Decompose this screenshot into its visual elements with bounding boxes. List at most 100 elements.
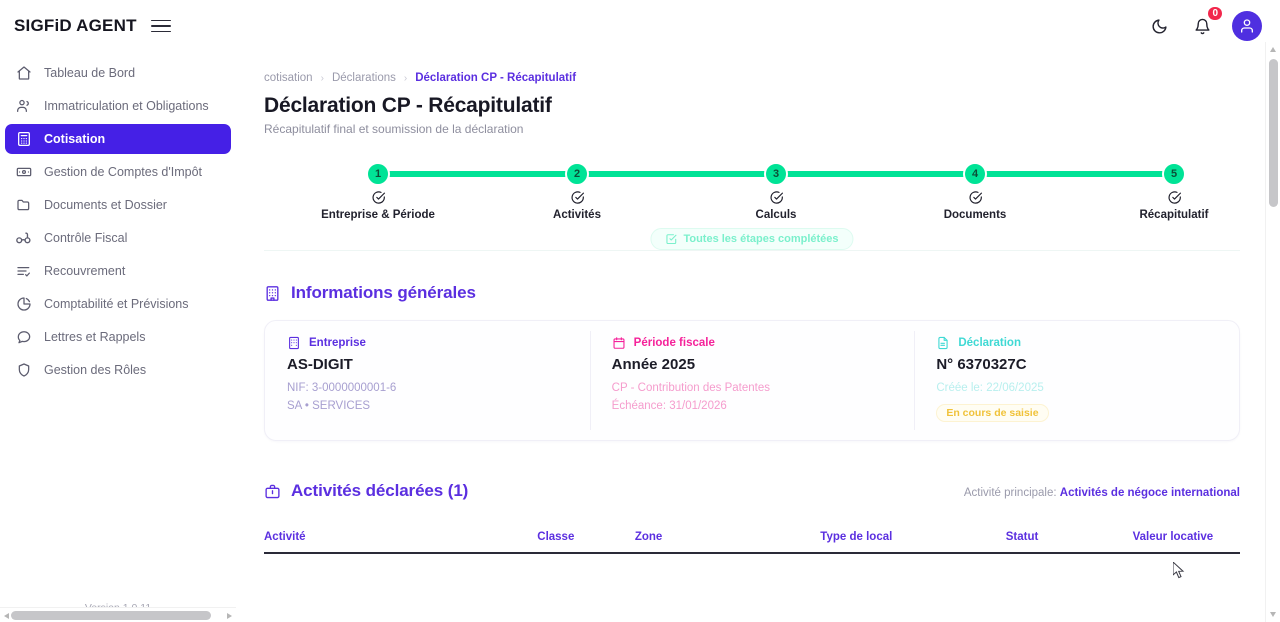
avatar[interactable] <box>1232 11 1262 41</box>
step-label: Documents <box>943 209 1007 221</box>
column-header-valeur-locative[interactable]: Valeur locative <box>1132 531 1240 555</box>
column-header-activite[interactable]: Activité <box>264 531 538 555</box>
section-header-informations-generales: Informations générales <box>264 283 1240 303</box>
breadcrumb-item-declarations[interactable]: Déclarations <box>331 72 396 84</box>
info-value: Année 2025 <box>611 356 696 373</box>
info-meta: Créée le: 22/06/2025 <box>936 379 1219 397</box>
sidebar-item-gestion-de-comptes-dimpot[interactable]: Gestion de Comptes d'Impôt <box>5 157 231 187</box>
main-content: cotisation › Déclarations › Déclaration … <box>236 52 1280 622</box>
notification-badge: 0 <box>1206 5 1224 22</box>
info-column-header: Période fiscale <box>612 336 895 350</box>
stepper-steps: 1 Entreprise & Période 2 <box>321 162 1209 221</box>
body-row: Tableau de Bord Immatriculation et Oblig… <box>0 52 1280 622</box>
divider <box>264 250 1240 251</box>
building-icon <box>287 336 301 350</box>
main-inner-lower: Informations générales Entreprise AS-DIG… <box>236 283 1280 555</box>
check-circle-icon <box>371 190 386 205</box>
step-number: 4 <box>963 162 987 186</box>
breadcrumb: cotisation › Déclarations › Déclaration … <box>264 72 1240 84</box>
sidebar-item-label: Tableau de Bord <box>44 66 136 80</box>
folder-icon <box>15 197 32 214</box>
scroll-left-arrow-icon[interactable] <box>4 612 9 619</box>
general-info-card: Entreprise AS-DIGIT NIF: 3-0000000001-6 … <box>264 320 1240 442</box>
sidebar-item-comptabilite-et-previsions[interactable]: Comptabilité et Prévisions <box>5 289 231 319</box>
info-label: Période fiscale <box>633 337 715 349</box>
sidebar-item-label: Documents et Dossier <box>44 198 167 212</box>
breadcrumb-separator: › <box>320 72 324 84</box>
page-title: Déclaration CP - Récapitulatif <box>264 94 552 117</box>
column-header-statut[interactable]: Statut <box>1005 531 1133 555</box>
sidebar-item-lettres-et-rappels[interactable]: Lettres et Rappels <box>5 322 231 352</box>
breadcrumb-item-cotisation[interactable]: cotisation <box>264 72 313 84</box>
banknote-icon <box>15 164 32 181</box>
sidebar-item-label: Contrôle Fiscal <box>44 231 128 245</box>
section-title: Activités déclarées (1) <box>291 481 469 501</box>
sidebar-item-label: Gestion de Comptes d'Impôt <box>44 165 203 179</box>
column-header-classe[interactable]: Classe <box>537 531 635 555</box>
table-header-row: Activité Classe Zone Type de local Statu… <box>264 531 1240 555</box>
info-meta-line-1: Créée le: 22/06/2025 <box>936 382 1044 394</box>
stepper-step-5[interactable]: 5 Récapitulatif <box>1124 162 1224 221</box>
stepper-step-3[interactable]: 3 Calculs <box>726 162 826 221</box>
info-meta-line-2: Échéance: 31/01/2026 <box>611 400 727 413</box>
main-activity: Activité principale: Activités de négoce… <box>964 487 1240 501</box>
step-label: Calculs <box>755 209 797 221</box>
sidebar-item-recouvrement[interactable]: Recouvrement <box>5 256 231 286</box>
stepper-step-4[interactable]: 4 Documents <box>925 162 1025 221</box>
main-activity-label: Activité principale: <box>963 487 1057 500</box>
sidebar-item-label: Immatriculation et Obligations <box>44 99 209 113</box>
sidebar-item-label: Lettres et Rappels <box>44 330 146 344</box>
horizontal-scrollbar-thumb[interactable] <box>11 611 211 620</box>
vertical-scrollbar-thumb[interactable] <box>1269 59 1278 207</box>
info-column-header: Entreprise <box>287 336 570 350</box>
bell-icon[interactable]: 0 <box>1189 5 1224 39</box>
app-brand: SIGFiD AGENT <box>14 16 137 35</box>
step-label: Entreprise & Période <box>321 209 435 221</box>
stepper-step-2[interactable]: 2 Activités <box>527 162 627 221</box>
sidebar-item-gestion-des-roles[interactable]: Gestion des Rôles <box>5 355 231 385</box>
scroll-right-arrow-icon[interactable] <box>227 612 232 619</box>
vertical-scrollbar[interactable] <box>1265 42 1280 622</box>
status-badge-declaration: En cours de saisie <box>936 404 1049 423</box>
sidebar-item-controle-fiscal[interactable]: Contrôle Fiscal <box>5 223 231 253</box>
info-value: AS-DIGIT <box>287 356 353 373</box>
column-header-zone[interactable]: Zone <box>634 531 821 555</box>
sidebar-item-documents-et-dossier[interactable]: Documents et Dossier <box>5 190 231 220</box>
top-bar-actions: 0 <box>1146 5 1262 41</box>
calendar-icon <box>612 336 626 350</box>
info-meta-line-1: CP - Contribution des Patentes <box>611 382 770 394</box>
top-bar: SIGFiD AGENT 0 <box>0 0 1280 52</box>
message-icon <box>15 329 32 346</box>
column-header-type-de-local[interactable]: Type de local <box>820 531 1006 555</box>
info-column-declaration: Déclaration N° 6370327C Créée le: 22/06/… <box>914 321 1239 440</box>
scroll-up-arrow-icon[interactable] <box>1270 47 1276 52</box>
info-label: Entreprise <box>309 337 366 349</box>
page-subtitle: Récapitulatif final et soumission de la … <box>264 122 524 136</box>
sidebar-item-label: Comptabilité et Prévisions <box>44 297 189 311</box>
sidebar-item-cotisation[interactable]: Cotisation <box>5 124 231 154</box>
info-column-periode-fiscale: Période fiscale Année 2025 CP - Contribu… <box>589 321 915 440</box>
check-circle-icon <box>769 190 784 205</box>
hamburger-icon[interactable] <box>150 16 171 36</box>
briefcase-icon <box>264 483 281 500</box>
scroll-down-arrow-icon[interactable] <box>1270 612 1276 617</box>
sidebar-item-immatriculation-et-obligations[interactable]: Immatriculation et Obligations <box>5 91 231 121</box>
sidebar-item-label: Gestion des Rôles <box>44 363 147 377</box>
list-check-icon <box>15 263 32 280</box>
breadcrumb-separator: › <box>403 72 408 84</box>
step-label: Récapitulatif <box>1139 209 1209 221</box>
activities-header-row: Activités déclarées (1) Activité princip… <box>264 481 1240 501</box>
sidebar: Tableau de Bord Immatriculation et Oblig… <box>0 52 236 622</box>
info-value: N° 6370327C <box>936 356 1027 373</box>
sidebar-item-tableau-de-bord[interactable]: Tableau de Bord <box>5 58 231 88</box>
activities-table-head: Activité Classe Zone Type de local Statu… <box>264 531 1240 555</box>
stepper-step-1[interactable]: 1 Entreprise & Période <box>321 162 435 221</box>
check-square-icon <box>665 233 677 245</box>
shield-icon <box>15 362 32 379</box>
horizontal-scrollbar[interactable] <box>0 607 236 622</box>
glasses-icon <box>15 230 32 247</box>
moon-icon[interactable] <box>1146 13 1172 39</box>
breadcrumb-item-current: Déclaration CP - Récapitulatif <box>415 72 577 84</box>
section-header-activites-declarees: Activités déclarées (1) <box>264 481 468 501</box>
